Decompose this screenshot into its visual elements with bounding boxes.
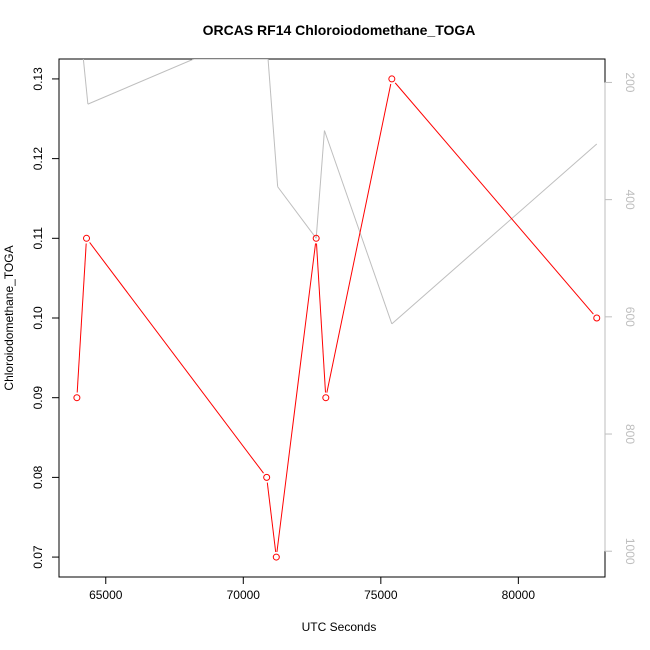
y-tick-label: 0.08 bbox=[31, 465, 45, 489]
series-segment bbox=[315, 243, 326, 393]
y-tick-label: 0.11 bbox=[31, 227, 45, 250]
secondary-series-segment bbox=[391, 143, 598, 325]
y-axis: 0.07 0.08 0.09 0.10 0.11 0.12 0.13 bbox=[31, 67, 59, 569]
plot-area-frame bbox=[58, 58, 606, 578]
y-axis-label: Chloroiodomethane_TOGA bbox=[2, 245, 16, 390]
series-layer bbox=[73, 59, 601, 561]
data-point bbox=[83, 234, 91, 242]
secondary-series-segment bbox=[315, 130, 325, 239]
series-segment bbox=[276, 243, 317, 552]
data-point bbox=[593, 314, 601, 322]
secondary-series-segment bbox=[267, 59, 279, 187]
data-point bbox=[388, 75, 396, 83]
x-tick-label: 75000 bbox=[364, 588, 398, 602]
secondary-y-tick-label: 800 bbox=[623, 424, 637, 444]
secondary-series-segment bbox=[87, 59, 194, 105]
y-tick-label: 0.10 bbox=[31, 306, 45, 330]
secondary-series-segment bbox=[277, 186, 317, 239]
data-point bbox=[322, 394, 330, 402]
secondary-series-segment bbox=[82, 59, 89, 105]
data-point bbox=[272, 553, 280, 561]
data-point bbox=[312, 234, 320, 242]
secondary-y-axis: 200 400 600 800 1000 bbox=[604, 72, 637, 565]
secondary-y-tick-label: 1000 bbox=[623, 538, 637, 565]
series-segment bbox=[394, 82, 594, 315]
y-tick-label: 0.12 bbox=[31, 147, 45, 171]
secondary-y-tick-label: 200 bbox=[623, 72, 637, 92]
x-tick-label: 80000 bbox=[502, 588, 536, 602]
y-tick-label: 0.13 bbox=[31, 67, 45, 91]
secondary-series-segment bbox=[323, 130, 393, 325]
series-segment bbox=[326, 83, 392, 393]
x-axis: 65000 70000 75000 80000 bbox=[89, 577, 535, 602]
secondary-y-tick-label: 600 bbox=[623, 307, 637, 327]
data-point bbox=[263, 473, 271, 481]
series-segment bbox=[266, 482, 277, 552]
x-tick-label: 70000 bbox=[227, 588, 261, 602]
x-tick-label: 65000 bbox=[89, 588, 123, 602]
y-tick-label: 0.09 bbox=[31, 386, 45, 410]
data-point bbox=[73, 394, 81, 402]
x-axis-label: UTC Seconds bbox=[302, 620, 377, 634]
y-tick-label: 0.07 bbox=[31, 545, 45, 569]
chart-title: ORCAS RF14 Chloroiodomethane_TOGA bbox=[203, 22, 476, 38]
series-segment bbox=[89, 242, 264, 474]
series-segment bbox=[76, 243, 87, 393]
secondary-y-tick-label: 400 bbox=[623, 190, 637, 210]
